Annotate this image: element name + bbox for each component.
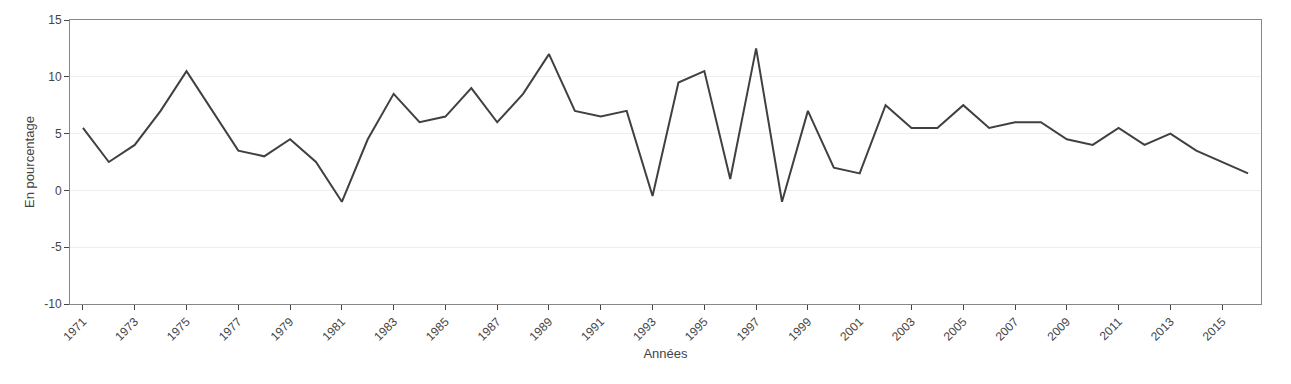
svg-text:2009: 2009 xyxy=(1044,315,1073,344)
svg-text:1991: 1991 xyxy=(578,315,607,344)
svg-text:En pourcentage: En pourcentage xyxy=(22,116,37,208)
svg-text:-5: -5 xyxy=(51,240,62,254)
svg-text:15: 15 xyxy=(48,13,62,27)
svg-text:1999: 1999 xyxy=(785,315,814,344)
svg-text:1971: 1971 xyxy=(61,315,90,344)
svg-text:2003: 2003 xyxy=(889,315,918,344)
svg-text:1975: 1975 xyxy=(164,315,193,344)
svg-text:5: 5 xyxy=(55,127,62,141)
svg-text:0: 0 xyxy=(55,184,62,198)
svg-text:1997: 1997 xyxy=(734,315,763,344)
svg-text:1985: 1985 xyxy=(423,315,452,344)
svg-text:1993: 1993 xyxy=(630,315,659,344)
svg-text:2015: 2015 xyxy=(1200,315,1229,344)
svg-text:2013: 2013 xyxy=(1148,315,1177,344)
svg-text:2007: 2007 xyxy=(993,315,1022,344)
svg-text:1983: 1983 xyxy=(371,315,400,344)
svg-text:1987: 1987 xyxy=(475,315,504,344)
svg-text:Années: Années xyxy=(643,346,688,361)
svg-text:1989: 1989 xyxy=(527,315,556,344)
svg-text:10: 10 xyxy=(48,70,62,84)
svg-text:-10: -10 xyxy=(44,297,62,311)
svg-text:1995: 1995 xyxy=(682,315,711,344)
svg-text:2001: 2001 xyxy=(837,315,866,344)
svg-text:2011: 2011 xyxy=(1097,315,1125,343)
svg-text:2005: 2005 xyxy=(941,315,970,344)
svg-text:1981: 1981 xyxy=(319,315,348,344)
svg-text:1973: 1973 xyxy=(112,315,141,344)
svg-text:1977: 1977 xyxy=(216,315,245,344)
svg-text:1979: 1979 xyxy=(268,315,297,344)
